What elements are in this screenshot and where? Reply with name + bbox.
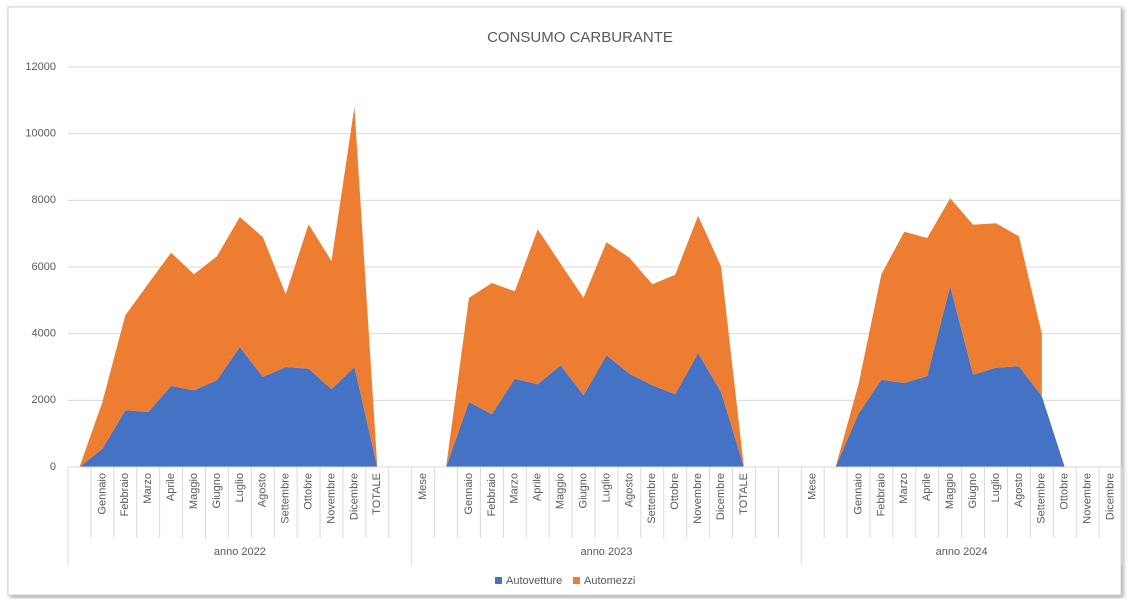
x-tick-label: Settembre <box>280 473 292 524</box>
x-tick-label: Febbraio <box>875 473 887 516</box>
y-tick-label: 6000 <box>32 261 56 273</box>
group-label: anno 2023 <box>580 546 632 558</box>
legend-swatch <box>495 577 502 584</box>
x-tick-label: Maggio <box>555 473 567 509</box>
x-tick-label: Giugno <box>577 473 589 508</box>
y-tick-label: 12000 <box>25 61 56 73</box>
x-tick-label: Febbraio <box>119 473 131 516</box>
x-tick-label: TOTALE <box>371 473 383 515</box>
x-tick-label: Settembre <box>646 473 658 524</box>
area-series <box>79 286 1065 467</box>
x-tick-label: Maggio <box>188 473 200 509</box>
x-tick-label: Marzo <box>898 473 910 504</box>
x-tick-label: Agosto <box>623 473 635 507</box>
chart-title: CONSUMO CARBURANTE <box>487 29 673 46</box>
x-tick-label: Ottobre <box>302 473 314 510</box>
x-tick-label: Aprile <box>921 473 933 501</box>
area-series <box>79 107 1042 467</box>
x-tick-label: Marzo <box>509 473 521 504</box>
x-tick-label: Gennaio <box>852 473 864 515</box>
x-tick-label: TOTALE <box>738 473 750 515</box>
group-label: anno 2022 <box>214 546 266 558</box>
x-tick-label: Maggio <box>944 473 956 509</box>
y-tick-label: 10000 <box>25 128 56 140</box>
y-tick-label: 2000 <box>32 394 56 406</box>
x-tick-label: Aprile <box>165 473 177 501</box>
x-tick-label: Gennaio <box>463 473 475 515</box>
x-tick-label: Ottobre <box>669 473 681 510</box>
x-tick-label: Gennaio <box>96 473 108 515</box>
x-tick-label: Settembre <box>1036 473 1048 524</box>
legend-label: Automezzi <box>584 575 635 587</box>
x-tick-label: Mese <box>417 473 429 500</box>
x-tick-label: Dicembre <box>1104 473 1116 520</box>
y-tick-label: 8000 <box>32 194 56 206</box>
group-label: anno 2024 <box>936 546 988 558</box>
x-tick-label: Aprile <box>532 473 544 501</box>
x-tick-label: Luglio <box>600 473 612 502</box>
legend-swatch <box>573 577 580 584</box>
x-tick-label: Dicembre <box>348 473 360 520</box>
x-tick-label: Giugno <box>967 473 979 508</box>
x-tick-label: Agosto <box>257 473 269 507</box>
x-tick-label: Mese <box>807 473 819 500</box>
x-tick-label: Luglio <box>990 473 1002 502</box>
x-tick-label: Novembre <box>325 473 337 524</box>
y-tick-label: 4000 <box>32 328 56 340</box>
x-tick-label: Luglio <box>234 473 246 502</box>
x-tick-label: Dicembre <box>715 473 727 520</box>
x-tick-label: Agosto <box>1013 473 1025 507</box>
x-tick-label: Marzo <box>142 473 154 504</box>
x-tick-label: Novembre <box>692 473 704 524</box>
legend-label: Autovetture <box>506 575 562 587</box>
x-tick-label: Giugno <box>211 473 223 508</box>
x-tick-label: Febbraio <box>486 473 498 516</box>
x-tick-label: Ottobre <box>1059 473 1071 510</box>
x-tick-label: Novembre <box>1082 473 1094 524</box>
y-tick-label: 0 <box>50 461 56 473</box>
